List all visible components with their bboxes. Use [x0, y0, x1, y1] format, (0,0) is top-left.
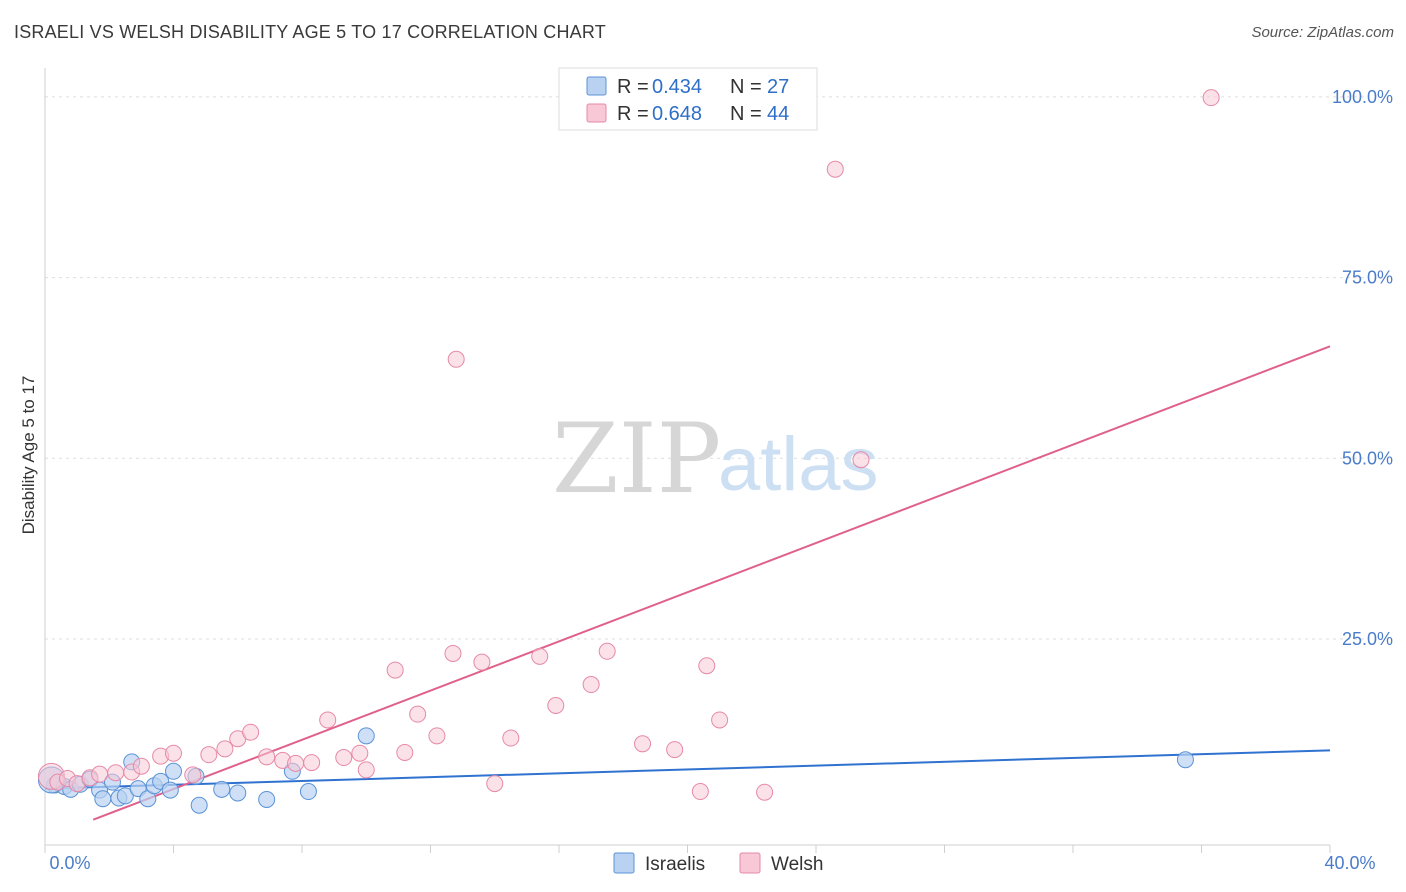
israelis-point [1176, 751, 1194, 769]
stats-legend: R = 0.434 N = 27 R = 0.648 N = 44 [558, 67, 818, 131]
israelis-point [190, 796, 208, 814]
welsh-point [473, 653, 491, 671]
israelis-point [213, 780, 231, 798]
welsh-point [165, 744, 182, 762]
israelis-point [161, 781, 179, 799]
legend-r-label-welsh: R = [617, 103, 654, 125]
welsh-point [428, 727, 446, 745]
x-tick-labels: 0.0% 40.0% [44, 845, 1376, 873]
series-legend-label-welsh: Welsh [771, 854, 823, 875]
y-axis-label: Disability Age 5 to 17 [19, 376, 38, 535]
welsh-point [582, 676, 600, 694]
welsh-point [409, 705, 427, 723]
legend-r-value-israelis: 0.434 [652, 76, 702, 98]
welsh-point [357, 761, 375, 779]
watermark: ZIP atlas [552, 403, 879, 515]
welsh-point [852, 451, 870, 469]
y-tick-label: 100.0% [1332, 87, 1393, 107]
trendline-israelis [44, 749, 1331, 790]
welsh-point [107, 764, 125, 782]
israelis-points [37, 727, 1194, 814]
welsh-point [335, 749, 353, 767]
legend-swatch-israelis [586, 76, 607, 96]
welsh-point [386, 661, 404, 679]
watermark-zip: ZIP [552, 403, 721, 515]
legend-n-label-israelis: N = [730, 76, 767, 98]
series-legend-swatch-welsh [739, 852, 761, 874]
welsh-point [319, 711, 337, 729]
watermark-atlas: atlas [718, 422, 879, 507]
y-tick-label: 50.0% [1342, 448, 1393, 468]
welsh-point [216, 740, 234, 758]
legend-n-value-welsh: 44 [767, 103, 789, 125]
welsh-point [132, 757, 150, 775]
israelis-point [94, 790, 112, 808]
y-tick-label: 75.0% [1342, 268, 1393, 288]
welsh-point [396, 743, 414, 761]
welsh-point [598, 642, 616, 660]
legend-n-value-israelis: 27 [767, 76, 789, 98]
welsh-point [200, 746, 218, 764]
welsh-point [287, 754, 305, 772]
welsh-point [826, 160, 844, 178]
welsh-point [547, 697, 565, 715]
welsh-point [531, 647, 549, 665]
israelis-point [165, 762, 182, 780]
welsh-point [711, 711, 729, 729]
israelis-point [258, 790, 276, 808]
welsh-point [756, 783, 774, 801]
welsh-point [351, 744, 369, 762]
welsh-point [447, 350, 465, 368]
welsh-point [444, 644, 462, 662]
series-legend: Israelis Welsh [613, 852, 823, 875]
trendline-welsh [92, 345, 1331, 821]
welsh-points [37, 89, 1220, 801]
israelis-point [116, 787, 134, 805]
israelis-point [299, 783, 317, 801]
welsh-point [634, 735, 652, 753]
welsh-point [184, 766, 202, 784]
source-credit: Source: ZipAtlas.com [1251, 24, 1394, 41]
welsh-point [691, 783, 709, 801]
welsh-point [666, 741, 684, 759]
welsh-point [698, 657, 716, 675]
legend-n-label-welsh: N = [730, 103, 767, 125]
israelis-point [357, 727, 375, 745]
x-tick-label: 0.0% [49, 853, 90, 873]
welsh-point [486, 775, 504, 793]
legend-r-value-welsh: 0.648 [652, 103, 702, 125]
x-tick-label: 40.0% [1324, 853, 1375, 873]
welsh-point [258, 748, 276, 766]
welsh-point [502, 729, 520, 747]
welsh-point [1202, 89, 1220, 107]
chart-title: ISRAELI VS WELSH DISABILITY AGE 5 TO 17 … [14, 22, 606, 42]
y-tick-labels: 100.0% 75.0% 50.0% 25.0% [1332, 87, 1393, 649]
grid-lines [45, 96, 1365, 640]
welsh-point [91, 765, 109, 783]
welsh-point [303, 754, 321, 772]
trend-lines [44, 345, 1331, 821]
series-legend-label-israelis: Israelis [645, 854, 705, 875]
legend-swatch-welsh [586, 103, 607, 123]
israelis-point [229, 784, 247, 802]
y-tick-label: 25.0% [1342, 629, 1393, 649]
series-legend-swatch-israelis [613, 852, 635, 874]
welsh-point [242, 723, 260, 741]
legend-r-label-israelis: R = [617, 76, 654, 98]
